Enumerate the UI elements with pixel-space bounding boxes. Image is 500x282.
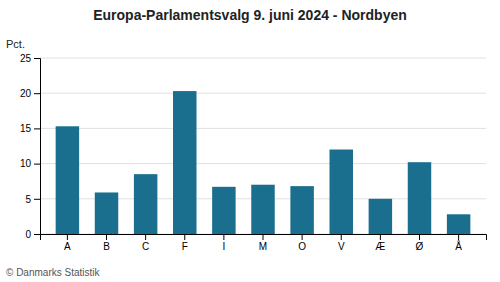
x-tick-label: V	[338, 241, 345, 252]
x-tick-mark	[145, 234, 146, 240]
x-tick-mark	[184, 234, 185, 240]
x-tick: Ø	[416, 234, 424, 252]
x-tick-mark	[419, 234, 420, 240]
x-tick-mark	[341, 234, 342, 240]
x-tick-mark	[223, 234, 224, 240]
x-tick: F	[182, 234, 188, 252]
x-tick-mark	[67, 234, 68, 240]
x-tick: B	[103, 234, 110, 252]
x-tick-mark	[302, 234, 303, 240]
x-tick-label: A	[64, 241, 71, 252]
bar	[330, 150, 353, 234]
bar	[408, 162, 431, 234]
bar	[447, 214, 470, 234]
x-tick-label: M	[259, 241, 267, 252]
bar	[173, 91, 196, 234]
x-tick: O	[298, 234, 306, 252]
grid-line	[40, 128, 486, 129]
x-axis-line	[41, 235, 487, 241]
y-tick: 5	[25, 194, 40, 205]
title: Europa-Parlamentsvalg 9. juni 2024 - Nor…	[93, 7, 407, 23]
y-axis: 0 5 10 15 20 25	[20, 53, 41, 240]
y-tick-label: 5	[25, 194, 31, 205]
x-tick-label: F	[182, 241, 188, 252]
x-tick-label: Æ	[375, 241, 385, 252]
plot: 0 5 10 15 20 25 A B C F I M O V Æ Ø Å Pct.	[6, 38, 487, 252]
y-tick-label: 10	[20, 158, 32, 169]
footer: © Danmarks Statistik	[6, 267, 101, 278]
x-tick: I	[222, 234, 225, 252]
bar	[56, 126, 79, 234]
y-tick: 15	[20, 123, 40, 134]
y-tick-mark	[34, 199, 40, 200]
y-tick-label: 20	[20, 88, 32, 99]
y-tick: 0	[25, 229, 40, 240]
x-tick: V	[338, 234, 345, 252]
x-tick-label: O	[298, 241, 306, 252]
y-tick: 25	[20, 53, 40, 64]
chart: Europa-Parlamentsvalg 9. juni 2024 - Nor…	[0, 0, 500, 282]
grid	[40, 58, 486, 234]
y-tick-mark	[34, 164, 40, 165]
y-tick-mark	[34, 128, 40, 129]
bar	[369, 199, 392, 234]
y-label: Pct.	[6, 38, 25, 50]
x-tick-mark	[106, 234, 107, 240]
x-tick-label: I	[222, 241, 225, 252]
bar	[251, 185, 274, 234]
x-tick-label: Ø	[416, 241, 424, 252]
y-tick-mark	[34, 93, 40, 94]
y-axis-line	[34, 59, 41, 235]
y-tick-label: 25	[20, 53, 32, 64]
x-tick-label: C	[142, 241, 149, 252]
x-tick-label: Å	[455, 240, 462, 252]
y-tick-label: 0	[25, 229, 31, 240]
x-tick-mark	[458, 234, 459, 240]
x-tick-mark	[263, 234, 264, 240]
x-tick: A	[64, 234, 71, 252]
x-axis: ABCFIMOVÆØÅ	[41, 234, 487, 252]
x-tick: Æ	[375, 234, 385, 252]
grid-line	[40, 58, 486, 59]
bar	[212, 187, 235, 234]
bar	[134, 174, 157, 234]
bar	[290, 186, 313, 234]
y-tick-mark	[34, 58, 40, 59]
x-tick: M	[259, 234, 267, 252]
x-tick-label: B	[103, 241, 110, 252]
x-tick-mark	[380, 234, 381, 240]
bar	[95, 192, 118, 234]
y-tick-label: 15	[20, 123, 32, 134]
x-tick: C	[142, 234, 149, 252]
grid-line	[40, 93, 486, 94]
y-tick: 10	[20, 158, 40, 169]
y-tick-mark	[34, 234, 40, 235]
bars	[56, 91, 471, 234]
x-tick: Å	[455, 234, 462, 252]
y-tick: 20	[20, 88, 40, 99]
